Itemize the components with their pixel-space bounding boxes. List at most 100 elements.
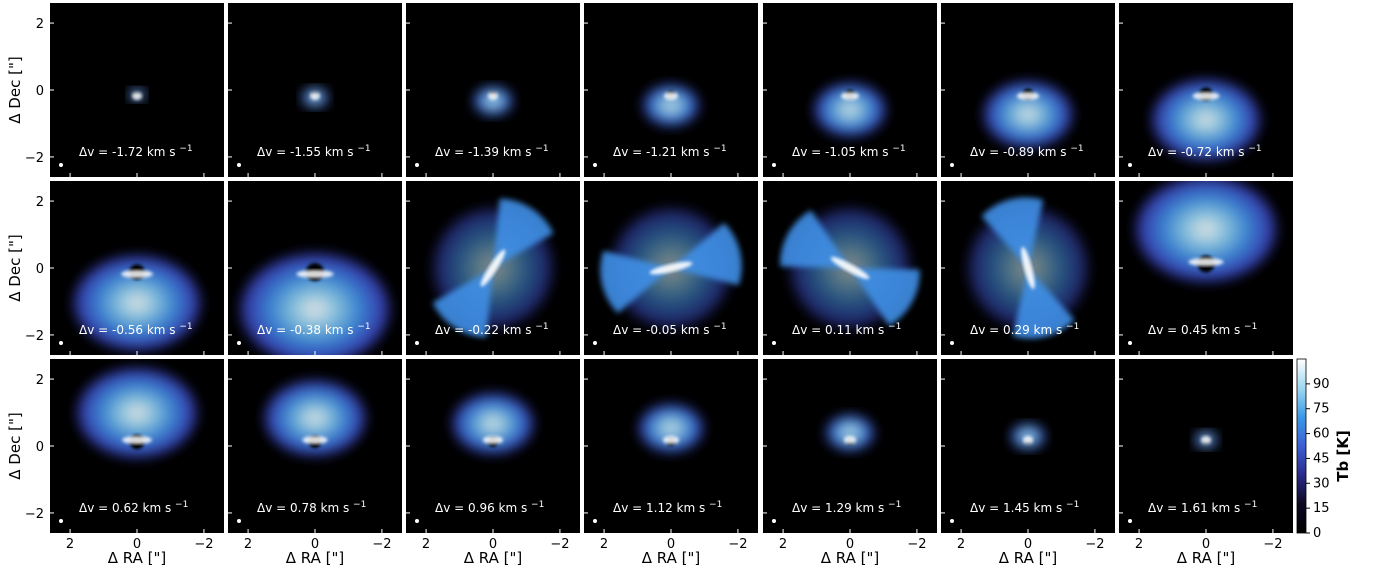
velocity-value: Δv = -0.56 km s	[79, 323, 179, 337]
emission-map	[825, 414, 875, 451]
lobe-right	[850, 268, 920, 326]
panel-ticks	[763, 22, 918, 177]
velocity-label: Δv = 0.29 km s −1	[970, 322, 1079, 337]
y-axis-label: Δ Dec ["]	[6, 56, 24, 123]
panel-ticks	[1119, 200, 1274, 355]
beam-marker	[237, 341, 241, 345]
bright-core	[662, 436, 680, 444]
channel-panel: Δv = 0.29 km s −1	[941, 181, 1115, 355]
velocity-label: Δv = 0.11 km s −1	[792, 322, 901, 337]
lobe-left	[981, 197, 1044, 268]
velocity-label: Δv = 1.61 km s −1	[1148, 500, 1257, 515]
x-tick-label: 0	[1024, 537, 1032, 552]
panel-ticks	[763, 378, 918, 533]
y-axis-label: Δ Dec ["]	[6, 412, 24, 479]
channel-panel: Δv = -1.39 km s −1	[406, 3, 580, 177]
beam-marker	[59, 519, 63, 523]
emission-map	[452, 393, 534, 455]
velocity-label: Δv = -0.72 km s −1	[1148, 144, 1262, 159]
panel-ticks	[406, 22, 561, 177]
bright-core	[841, 92, 859, 100]
channel-panel: Δv = 0.62 km s −1	[50, 359, 224, 533]
unit-exponent: −1	[353, 500, 366, 510]
lobe-left	[780, 210, 850, 268]
velocity-value: Δv = -1.55 km s	[257, 145, 357, 159]
velocity-value: Δv = 1.61 km s	[1148, 501, 1244, 515]
axes-labels: 2 0 −2 Δ Dec ["] 2 0 −2 Δ Dec ["] 2 0 −2 Δ Dec ["] 2…	[6, 17, 1283, 567]
panel-ticks	[1119, 378, 1274, 533]
bright-core	[1188, 258, 1224, 266]
velocity-label: Δv = -0.89 km s −1	[970, 144, 1084, 159]
beam-marker	[1128, 163, 1132, 167]
channel-panel: Δv = 1.12 km s −1	[584, 359, 758, 533]
panel-ticks	[228, 378, 383, 533]
x-tick-label: −2	[1263, 537, 1282, 552]
x-axis-label: Δ RA ["]	[286, 549, 344, 567]
lobe-left	[432, 268, 493, 338]
y-tick-label: 0	[36, 84, 44, 99]
unit-exponent: −1	[535, 144, 548, 154]
velocity-value: Δv = -0.38 km s	[257, 323, 357, 337]
colorbar-tick-label: 30	[1313, 476, 1330, 491]
x-tick-label: 2	[600, 537, 608, 552]
unit-exponent: −1	[888, 322, 901, 332]
velocity-value: Δv = -1.72 km s	[79, 145, 179, 159]
velocity-label: Δv = -1.72 km s −1	[79, 144, 193, 159]
panel-ticks	[406, 378, 561, 533]
butterfly-pattern	[981, 197, 1075, 339]
emission-map	[983, 81, 1073, 148]
emission-lobe	[825, 414, 875, 451]
panel-ticks	[1119, 22, 1274, 177]
panel-ticks	[584, 378, 739, 533]
x-axis-label: Δ RA ["]	[108, 549, 166, 567]
channel-panel: Δv = 1.61 km s −1	[1119, 359, 1293, 533]
emission-map	[1010, 423, 1046, 450]
y-axis-label: Δ Dec ["]	[6, 234, 24, 301]
unit-exponent: −1	[709, 500, 722, 510]
velocity-label: Δv = 0.96 km s −1	[435, 500, 544, 515]
colorbar-tick-label: 60	[1313, 427, 1330, 442]
beam-marker	[237, 163, 241, 167]
channel-panel: Δv = -0.56 km s −1	[50, 181, 224, 355]
unit-exponent: −1	[175, 500, 188, 510]
velocity-label: Δv = 1.12 km s −1	[613, 500, 722, 515]
lobe-right	[493, 198, 554, 268]
velocity-value: Δv = -0.05 km s	[613, 323, 713, 337]
velocity-label: Δv = -0.05 km s −1	[613, 322, 727, 337]
velocity-label: Δv = -0.22 km s −1	[435, 322, 549, 337]
bright-core	[302, 436, 328, 444]
y-tick-label: −2	[25, 507, 44, 522]
colorbar: 0 15 30 45 60 75 90 Tb [K]	[1296, 358, 1352, 541]
emission-map	[643, 84, 699, 127]
emission-lobe	[643, 84, 699, 127]
emission-map	[1151, 79, 1261, 161]
beam-marker	[950, 341, 954, 345]
x-tick-label: 2	[422, 537, 430, 552]
panel-ticks	[406, 200, 561, 355]
channel-panel: Δv = 1.29 km s −1	[763, 359, 937, 533]
velocity-value: Δv = 1.45 km s	[970, 501, 1066, 515]
emission-map	[240, 253, 390, 355]
velocity-label: Δv = -1.39 km s −1	[435, 144, 549, 159]
emission-lobe	[76, 367, 198, 459]
velocity-label: Δv = 0.62 km s −1	[79, 500, 188, 515]
emission-lobe	[1151, 79, 1261, 161]
bright-core	[132, 92, 142, 100]
velocity-label: Δv = -0.38 km s −1	[257, 322, 371, 337]
emission-map	[473, 86, 513, 116]
channel-panel: Δv = 0.11 km s −1	[763, 181, 937, 355]
panel-ticks	[584, 200, 739, 355]
emission-map	[264, 380, 366, 457]
beam-marker	[59, 341, 63, 345]
velocity-label: Δv = 1.29 km s −1	[792, 500, 901, 515]
emission-map	[76, 367, 198, 459]
beam-marker	[593, 163, 597, 167]
lobe-right	[1012, 268, 1075, 339]
butterfly-pattern	[780, 210, 920, 326]
bright-core	[1016, 92, 1040, 100]
x-tick-label: 2	[244, 537, 252, 552]
bright-core	[664, 92, 678, 100]
channel-panel: Δv = -0.72 km s −1	[1119, 3, 1293, 177]
lobe-right	[671, 222, 742, 286]
velocity-value: Δv = 0.45 km s	[1148, 323, 1244, 337]
